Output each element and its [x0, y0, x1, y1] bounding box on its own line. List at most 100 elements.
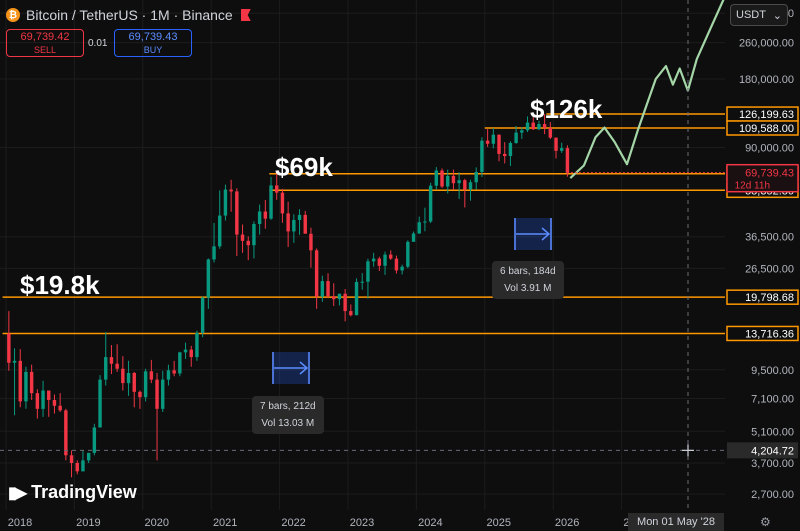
candle: [525, 122, 530, 131]
candle: [12, 360, 17, 363]
current-price-label: 69,739.43: [745, 168, 794, 180]
candle: [554, 137, 558, 151]
buy-button[interactable]: 69,739.43 BUY: [114, 29, 192, 57]
date-range-measure-2021[interactable]: [272, 352, 310, 384]
spread-value: 0.01: [88, 38, 108, 49]
candle: [58, 405, 62, 411]
price-tick-label: 180,000.00: [739, 74, 794, 86]
candle: [24, 371, 28, 402]
candle: [189, 349, 193, 358]
candle: [7, 333, 11, 363]
price-tick-label: 26,500.00: [745, 263, 794, 275]
tradingview-icon: ▮▶: [8, 484, 27, 502]
candle: [155, 379, 159, 409]
candle: [303, 214, 307, 234]
candle: [138, 391, 142, 398]
candle: [503, 153, 507, 157]
chevron-down-icon: ⌄: [772, 9, 782, 22]
countdown-label: 12d 11h: [735, 181, 770, 192]
chart-grid: [0, 0, 725, 510]
level-label: 13,716.36: [745, 328, 794, 340]
time-axis-bg: [0, 510, 800, 531]
symbol-header[interactable]: ₿ Bitcoin / TetherUS · 1M · Binance: [6, 5, 251, 25]
time-tick-label: 2018: [8, 517, 32, 529]
currency-label: USDT: [736, 9, 766, 21]
candle: [548, 127, 553, 138]
sell-label: SELL: [33, 45, 57, 55]
peak-2021-annotation[interactable]: $69k: [275, 152, 333, 182]
currency-select[interactable]: USDT ⌄: [730, 4, 788, 26]
price-tick-label: 36,500.00: [745, 232, 794, 244]
time-tick-label: 2019: [76, 517, 100, 529]
candle: [292, 220, 296, 232]
candle: [178, 352, 182, 374]
candle: [280, 192, 285, 214]
candle: [206, 259, 211, 298]
arrow-right-icon: [514, 218, 552, 250]
time-tick-label: 2021: [213, 517, 237, 529]
candle: [183, 349, 188, 353]
level-label: 109,588.00: [739, 123, 794, 135]
candle: [417, 222, 421, 234]
time-tick-label: 2022: [281, 517, 305, 529]
candle: [69, 455, 74, 463]
candle: [115, 363, 119, 369]
candle: [218, 215, 222, 247]
candle: [434, 170, 439, 186]
sell-button[interactable]: 69,739.42 SELL: [6, 29, 84, 57]
candle: [366, 261, 370, 282]
measure-tooltip-2025: 6 bars, 184d Vol 3.91 M: [492, 261, 564, 299]
measure-tooltip-2021: 7 bars, 212d Vol 13.03 M: [252, 396, 324, 434]
candle: [52, 399, 57, 406]
candle: [18, 360, 22, 402]
horizontal-levels: [2, 113, 725, 335]
candle: [86, 452, 91, 461]
candle: [474, 172, 478, 183]
low-2018-annotation[interactable]: $19.8k: [20, 270, 100, 300]
candle: [320, 281, 325, 297]
candle: [126, 372, 131, 384]
buy-label: BUY: [143, 45, 163, 55]
candle: [411, 233, 416, 242]
price-axis-bg: [725, 0, 800, 510]
candle: [457, 180, 461, 184]
candle: [200, 297, 205, 333]
candle: [275, 185, 279, 193]
candle: [161, 379, 165, 409]
date-range-measure-2025[interactable]: [514, 218, 552, 250]
logo-text: TradingView: [31, 482, 137, 502]
candle: [400, 266, 404, 271]
candle: [377, 258, 382, 266]
candle: [337, 293, 342, 300]
candle: [349, 311, 353, 316]
level-badge: [726, 289, 799, 305]
candle: [195, 332, 199, 358]
level-label: 19,798.68: [745, 292, 794, 304]
gear-icon[interactable]: ⚙: [760, 515, 771, 529]
candle: [223, 189, 228, 216]
candle: [109, 357, 114, 364]
measure-bars: 6 bars, 184d: [500, 266, 556, 277]
time-tick-label: 2025: [487, 517, 511, 529]
flag-icon[interactable]: [240, 9, 251, 21]
candle: [537, 124, 541, 130]
peak-2025-annotation[interactable]: $126k: [530, 94, 603, 124]
crosshair-price-label: 4,204.72: [751, 445, 794, 457]
measure-bars: 7 bars, 212d: [260, 401, 316, 412]
candle: [371, 258, 376, 262]
candlestick-series: [7, 114, 570, 478]
candle: [64, 410, 68, 456]
candle: [263, 211, 268, 219]
candle: [394, 258, 399, 271]
price-tick-label: 7,100.00: [751, 394, 794, 406]
candle: [383, 254, 387, 266]
candle: [132, 372, 136, 392]
candle: [520, 130, 524, 133]
candle: [297, 214, 302, 221]
price-tick-label: 2,700.00: [751, 489, 794, 501]
candle: [440, 170, 444, 187]
candle: [121, 368, 125, 384]
candle: [81, 460, 85, 472]
candle: [485, 140, 490, 144]
